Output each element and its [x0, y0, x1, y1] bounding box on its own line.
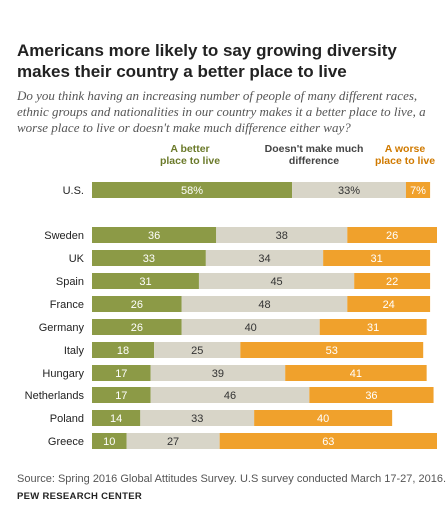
bar-hungary-a-better-place-to-live	[92, 365, 151, 381]
data-label-poland-a-worse-place-to-live: 40	[317, 413, 329, 425]
bar-sweden-doesn-t-make-much-difference	[216, 227, 348, 243]
data-label-italy-a-better-place-to-live: 18	[117, 345, 129, 357]
bar-germany-doesn-t-make-much-difference	[181, 319, 320, 335]
bar-uk-a-better-place-to-live	[92, 250, 206, 266]
data-label-spain-a-worse-place-to-live: 22	[386, 276, 398, 288]
data-label-u-s-doesn-t-make-much-difference: 33%	[338, 185, 360, 197]
bar-u-s-doesn-t-make-much-difference	[292, 182, 406, 198]
category-label-spain: Spain	[56, 276, 84, 288]
data-label-poland-a-better-place-to-live: 14	[110, 413, 122, 425]
bar-germany-a-worse-place-to-live	[319, 319, 427, 335]
data-label-sweden-a-better-place-to-live: 36	[148, 230, 160, 242]
source-note: Source: Spring 2016 Global Attitudes Sur…	[17, 473, 447, 485]
bar-greece-a-worse-place-to-live	[219, 433, 437, 449]
category-label-italy: Italy	[64, 345, 85, 357]
data-label-netherlands-a-better-place-to-live: 17	[115, 390, 127, 402]
legend-a-worse-place-to-live: A worse place to live	[375, 143, 435, 167]
data-label-hungary-a-better-place-to-live: 17	[115, 368, 127, 380]
data-label-uk-a-worse-place-to-live: 31	[371, 253, 383, 265]
data-label-germany-a-better-place-to-live: 26	[131, 322, 143, 334]
data-label-france-a-worse-place-to-live: 24	[383, 299, 395, 311]
bar-sweden-a-worse-place-to-live	[347, 227, 437, 243]
bar-hungary-a-worse-place-to-live	[285, 365, 427, 381]
data-label-uk-doesn-t-make-much-difference: 34	[258, 253, 270, 265]
bar-germany-a-better-place-to-live	[92, 319, 182, 335]
data-label-u-s-a-better-place-to-live: 58%	[181, 185, 203, 197]
bar-sweden-a-better-place-to-live	[92, 227, 217, 243]
data-label-italy-doesn-t-make-much-difference: 25	[191, 345, 203, 357]
category-label-netherlands: Netherlands	[25, 390, 85, 402]
data-label-germany-doesn-t-make-much-difference: 40	[245, 322, 257, 334]
data-label-greece-a-better-place-to-live: 10	[103, 436, 115, 448]
bar-u-s-a-worse-place-to-live	[405, 182, 431, 198]
bar-u-s-a-better-place-to-live	[92, 182, 293, 198]
data-label-greece-doesn-t-make-much-difference: 27	[167, 436, 179, 448]
data-label-poland-doesn-t-make-much-difference: 33	[191, 413, 203, 425]
bar-netherlands-a-better-place-to-live	[92, 387, 151, 403]
data-label-greece-a-worse-place-to-live: 63	[322, 436, 334, 448]
stacked-bar-chart: A better place to live Doesn't make much di…	[25, 143, 437, 449]
bar-netherlands-doesn-t-make-much-difference	[150, 387, 310, 403]
data-label-u-s-a-worse-place-to-live: 7%	[410, 185, 426, 197]
data-label-uk-a-better-place-to-live: 33	[143, 253, 155, 265]
bar-france-doesn-t-make-much-difference	[181, 296, 348, 312]
bar-france-a-better-place-to-live	[92, 296, 182, 312]
category-label-poland: Poland	[50, 413, 84, 425]
bar-italy-a-worse-place-to-live	[240, 342, 424, 358]
organization-name: PEW RESEARCH CENTER	[17, 491, 142, 502]
chart-title: Americans more likely to say growing div…	[17, 41, 397, 81]
data-label-spain-a-better-place-to-live: 31	[139, 276, 151, 288]
category-label-uk: UK	[69, 253, 85, 265]
bar-spain-a-worse-place-to-live	[354, 273, 431, 289]
bar-spain-doesn-t-make-much-difference	[198, 273, 355, 289]
category-label-france: France	[50, 299, 84, 311]
bar-hungary-doesn-t-make-much-difference	[150, 365, 286, 381]
category-label-sweden: Sweden	[44, 230, 84, 242]
data-label-sweden-a-worse-place-to-live: 26	[386, 230, 398, 242]
bar-netherlands-a-worse-place-to-live	[309, 387, 434, 403]
data-label-netherlands-a-worse-place-to-live: 36	[365, 390, 377, 402]
data-label-hungary-doesn-t-make-much-difference: 39	[212, 368, 224, 380]
category-label-u-s: U.S.	[63, 185, 84, 197]
legend-doesn-t-make-much-difference: Doesn't make much difference	[265, 143, 364, 167]
data-label-sweden-doesn-t-make-much-difference: 38	[276, 230, 288, 242]
bar-italy-doesn-t-make-much-difference	[154, 342, 241, 358]
chart-subtitle: Do you think having an increasing number…	[17, 88, 426, 135]
data-label-italy-a-worse-place-to-live: 53	[326, 345, 338, 357]
category-label-hungary: Hungary	[42, 368, 84, 380]
data-label-netherlands-doesn-t-make-much-difference: 46	[224, 390, 236, 402]
bar-poland-doesn-t-make-much-difference	[140, 410, 255, 426]
category-label-germany: Germany	[39, 322, 85, 334]
bar-italy-a-better-place-to-live	[92, 342, 155, 358]
data-label-france-a-better-place-to-live: 26	[131, 299, 143, 311]
data-label-spain-doesn-t-make-much-difference: 45	[270, 276, 282, 288]
data-label-france-doesn-t-make-much-difference: 48	[258, 299, 270, 311]
bar-poland-a-worse-place-to-live	[254, 410, 393, 426]
category-label-greece: Greece	[48, 436, 84, 448]
bar-greece-a-better-place-to-live	[92, 433, 127, 449]
bar-spain-a-better-place-to-live	[92, 273, 199, 289]
data-label-hungary-a-worse-place-to-live: 41	[350, 368, 362, 380]
bar-france-a-worse-place-to-live	[347, 296, 431, 312]
legend-a-better-place-to-live: A better place to live	[160, 143, 220, 167]
bar-uk-doesn-t-make-much-difference	[205, 250, 324, 266]
bar-greece-doesn-t-make-much-difference	[126, 433, 220, 449]
bar-poland-a-better-place-to-live	[92, 410, 141, 426]
bar-uk-a-worse-place-to-live	[323, 250, 431, 266]
data-label-germany-a-worse-place-to-live: 31	[367, 322, 379, 334]
